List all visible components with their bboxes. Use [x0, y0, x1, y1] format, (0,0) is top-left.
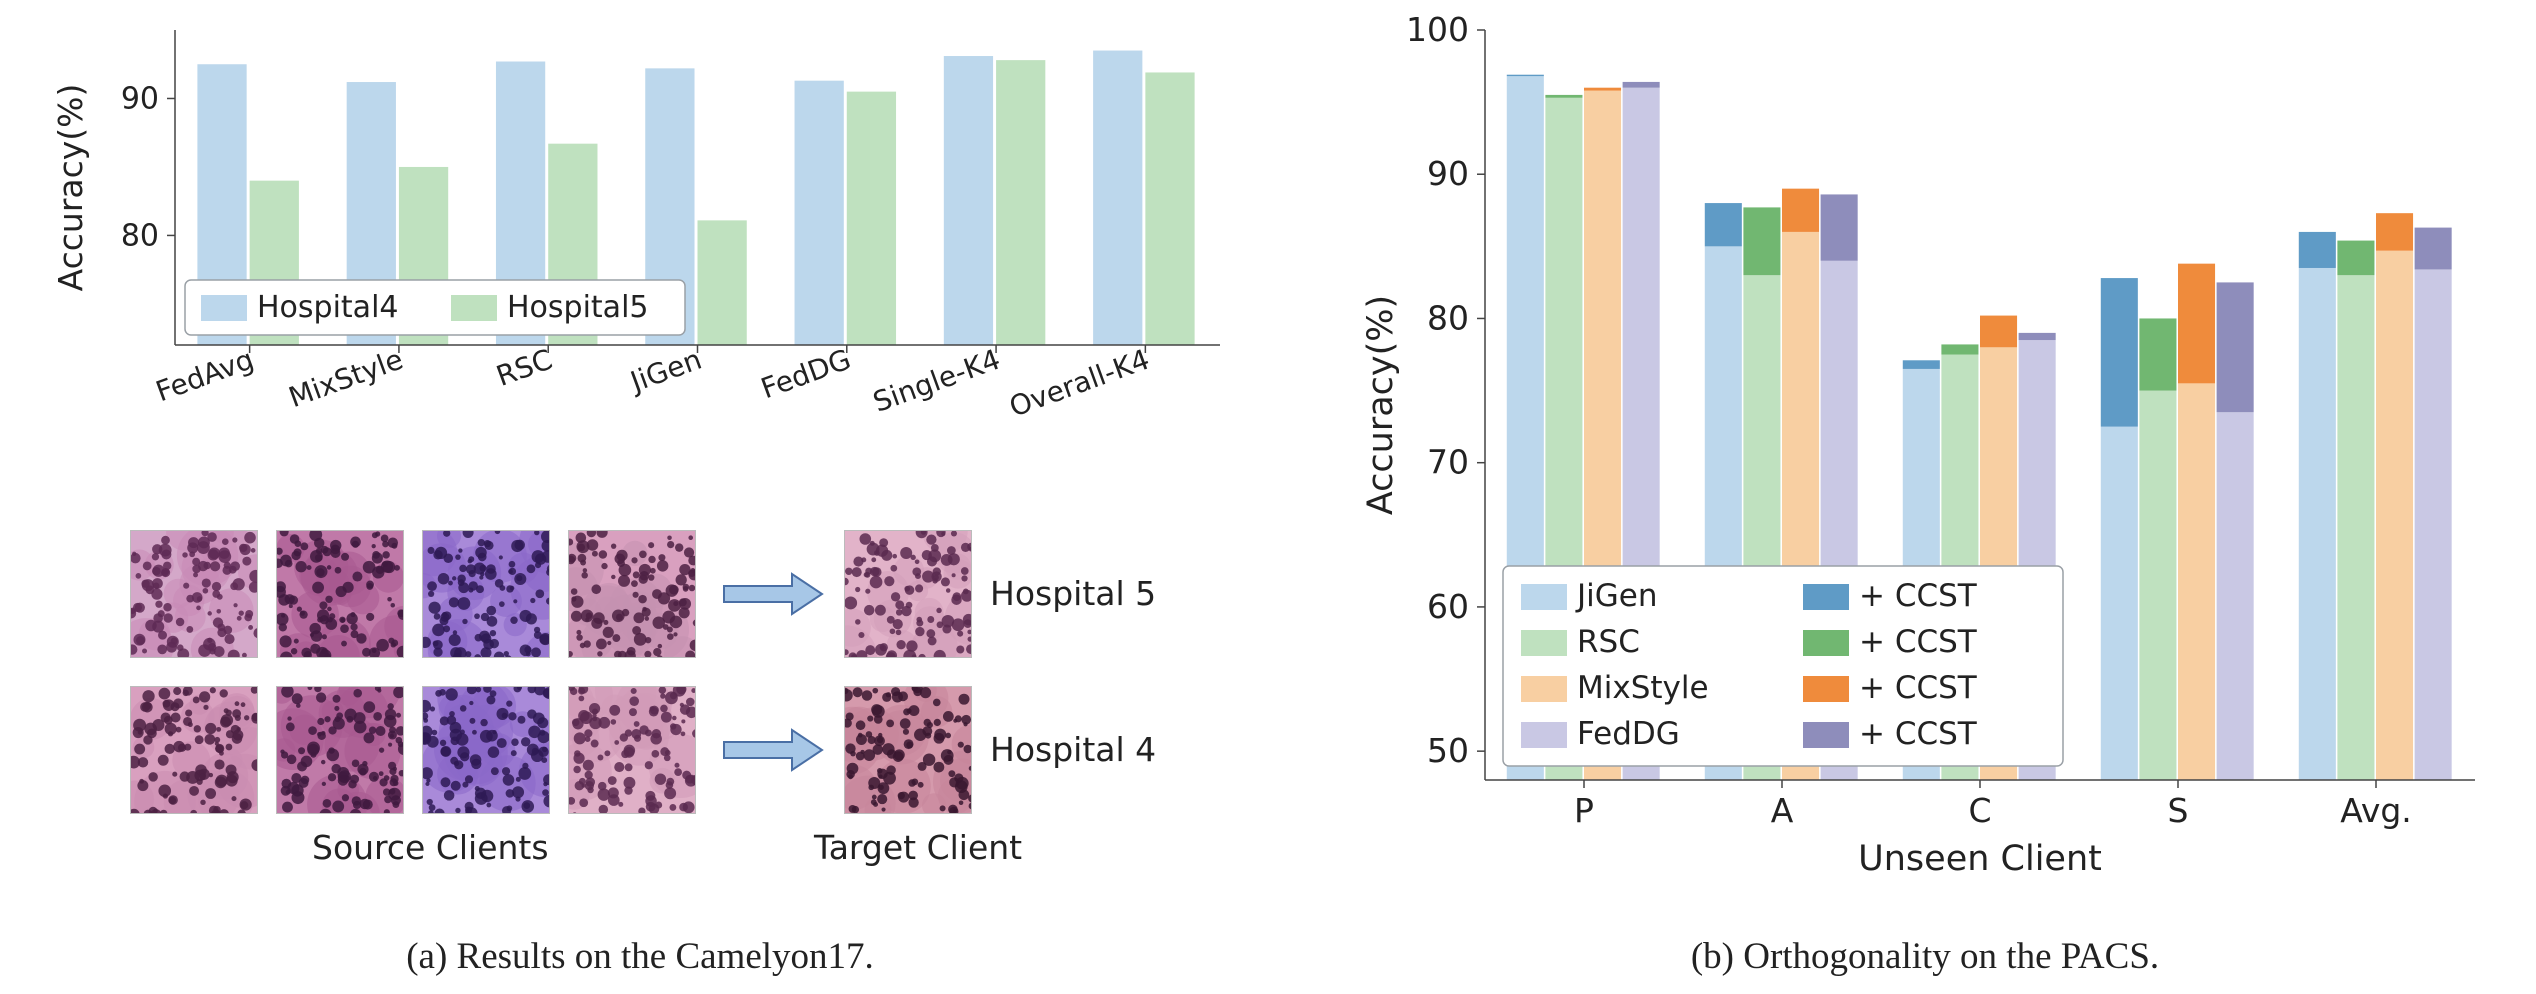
histology-thumb	[422, 686, 550, 814]
svg-text:90: 90	[121, 81, 159, 116]
svg-text:JiGen: JiGen	[624, 343, 705, 400]
svg-text:+ CCST: + CCST	[1859, 670, 1978, 706]
svg-text:P: P	[1574, 791, 1594, 830]
left-panel: 80 90 Accuracy(%) FedAvg MixStyle RSC JiGen Fed…	[40, 10, 1240, 930]
svg-text:Overall-K4: Overall-K4	[1005, 343, 1154, 424]
svg-text:Hospital5: Hospital5	[507, 290, 649, 325]
thumb-row-label: Hospital 4	[990, 730, 1156, 769]
svg-text:90: 90	[1427, 154, 1469, 193]
right-caption-text: (b) Orthogonality on the PACS.	[1691, 936, 2159, 977]
svg-text:C: C	[1968, 791, 1991, 830]
histology-thumb	[844, 530, 972, 658]
svg-text:+ CCST: + CCST	[1859, 624, 1978, 660]
svg-text:60: 60	[1427, 587, 1469, 626]
svg-text:100: 100	[1406, 10, 1469, 49]
thumb-row-label: Hospital 5	[990, 574, 1156, 613]
figure-root: 80 90 Accuracy(%) FedAvg MixStyle RSC JiGen Fed…	[0, 0, 2536, 994]
svg-text:S: S	[2168, 791, 2189, 830]
svg-text:RSC: RSC	[492, 343, 557, 393]
histology-thumb	[130, 530, 258, 658]
svg-text:JiGen: JiGen	[1575, 578, 1658, 614]
svg-text:A: A	[1771, 791, 1794, 830]
histology-thumb	[276, 686, 404, 814]
thumbnails-area: Hospital 5 Hospital 4 Source Clients Target…	[40, 510, 1240, 890]
histology-thumb	[568, 686, 696, 814]
histology-thumb	[568, 530, 696, 658]
histology-thumb	[422, 530, 550, 658]
svg-text:+ CCST: + CCST	[1859, 578, 1978, 614]
histology-thumb	[276, 530, 404, 658]
target-client-caption: Target Client	[814, 828, 1022, 867]
histology-thumb	[844, 686, 972, 814]
right-accuracy-chart: 50 60 70 80 90 100 Accuracy(%) P A C S Avg. Unseen C…	[1350, 10, 2500, 890]
left-caption: (a) Results on the Camelyon17.	[40, 935, 1240, 978]
right-caption: (b) Orthogonality on the PACS.	[1350, 935, 2500, 978]
svg-text:50: 50	[1427, 731, 1469, 770]
source-clients-caption: Source Clients	[312, 828, 549, 867]
svg-text:80: 80	[1427, 298, 1469, 337]
svg-text:FedDG: FedDG	[1577, 716, 1680, 752]
svg-text:Avg.: Avg.	[2340, 791, 2412, 830]
svg-text:MixStyle: MixStyle	[1577, 670, 1709, 706]
svg-text:RSC: RSC	[1577, 624, 1640, 660]
svg-text:MixStyle: MixStyle	[284, 343, 407, 415]
left-accuracy-chart: 80 90 Accuracy(%) FedAvg MixStyle RSC JiGen Fed…	[40, 10, 1240, 480]
histology-thumb	[130, 686, 258, 814]
arrow-icon	[718, 726, 828, 774]
svg-text:Single-K4: Single-K4	[869, 343, 1005, 419]
svg-text:Accuracy(%): Accuracy(%)	[1361, 295, 1401, 515]
svg-text:80: 80	[121, 218, 159, 253]
svg-text:Hospital4: Hospital4	[257, 290, 399, 325]
svg-text:FedAvg: FedAvg	[151, 343, 258, 409]
svg-text:FedDG: FedDG	[757, 343, 856, 406]
svg-text:Accuracy(%): Accuracy(%)	[51, 84, 90, 292]
left-caption-text: (a) Results on the Camelyon17.	[406, 936, 874, 977]
arrow-icon	[718, 570, 828, 618]
svg-text:Unseen Client: Unseen Client	[1858, 839, 2102, 879]
right-panel: 50 60 70 80 90 100 Accuracy(%) P A C S Avg. Unseen C…	[1350, 10, 2500, 890]
svg-text:70: 70	[1427, 443, 1469, 482]
svg-text:+ CCST: + CCST	[1859, 716, 1978, 752]
